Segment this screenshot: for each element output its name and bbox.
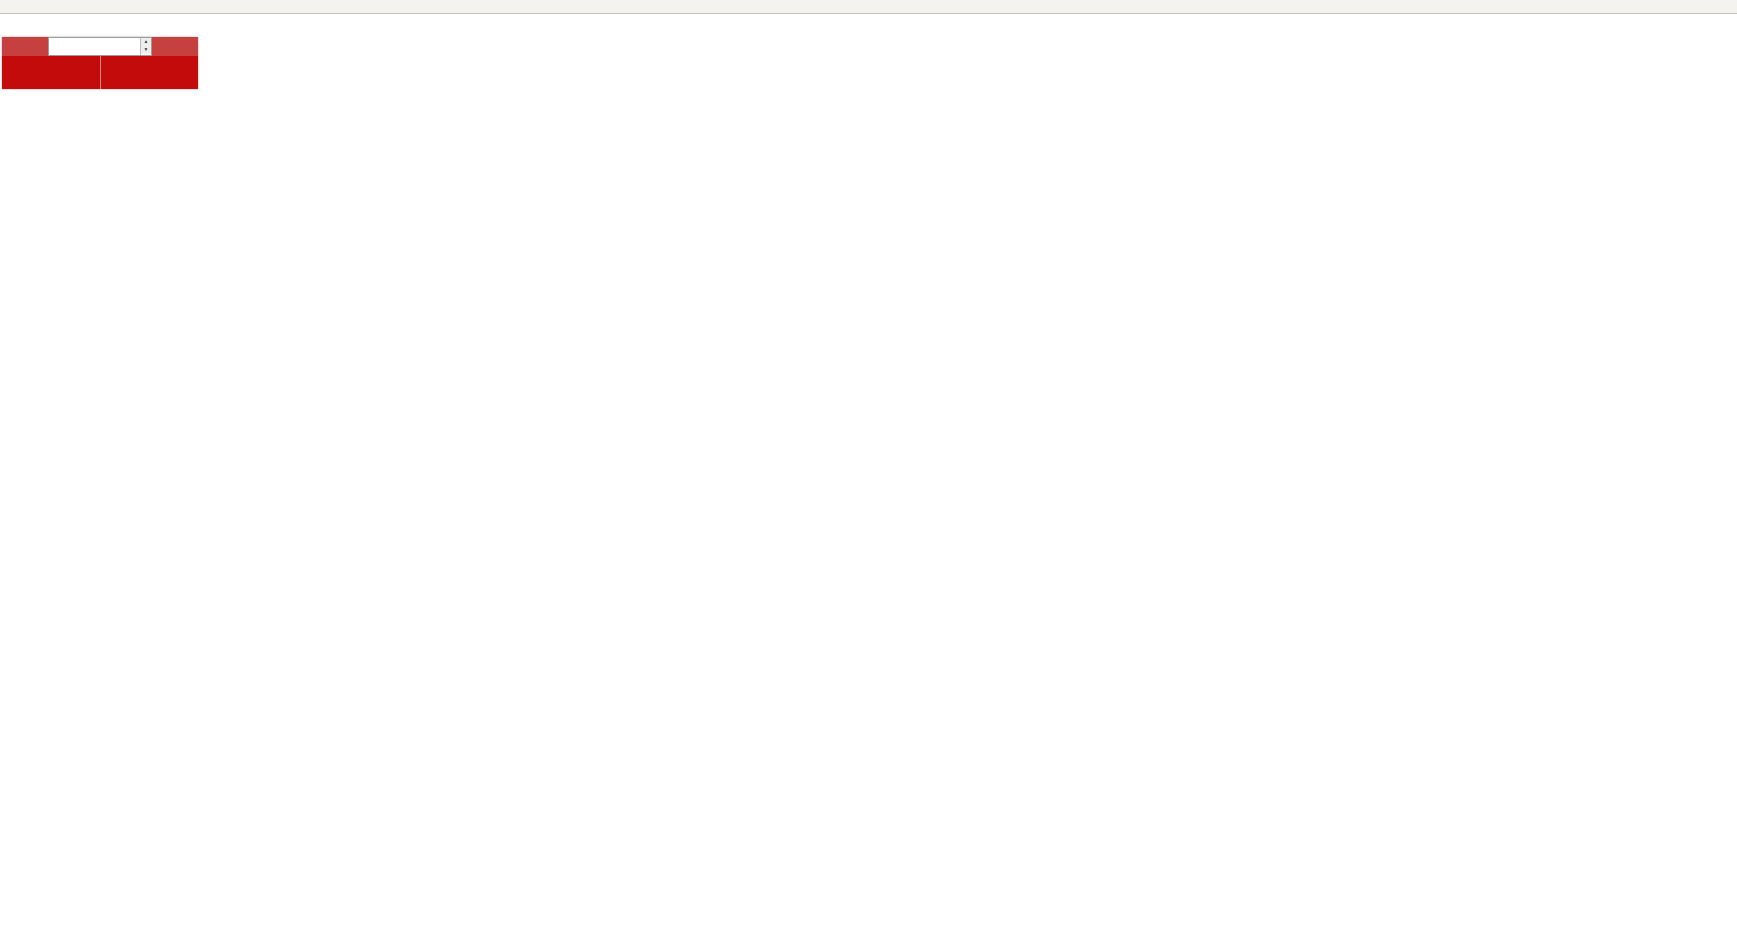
sell-button[interactable] bbox=[2, 37, 48, 56]
sell-price-button[interactable] bbox=[2, 56, 100, 89]
main-toolbar bbox=[0, 0, 1737, 14]
volume-stepper[interactable]: ▲ ▼ bbox=[140, 38, 151, 55]
stepper-down-icon[interactable]: ▼ bbox=[141, 46, 151, 54]
chart-canvas[interactable] bbox=[0, 14, 1737, 847]
one-click-trading-panel: ▲ ▼ bbox=[2, 37, 198, 89]
price-divider bbox=[99, 56, 101, 89]
buy-price-button[interactable] bbox=[101, 56, 199, 89]
buy-button[interactable] bbox=[152, 37, 198, 56]
volume-input[interactable]: ▲ ▼ bbox=[48, 37, 152, 56]
stepper-up-icon[interactable]: ▲ bbox=[141, 38, 151, 46]
